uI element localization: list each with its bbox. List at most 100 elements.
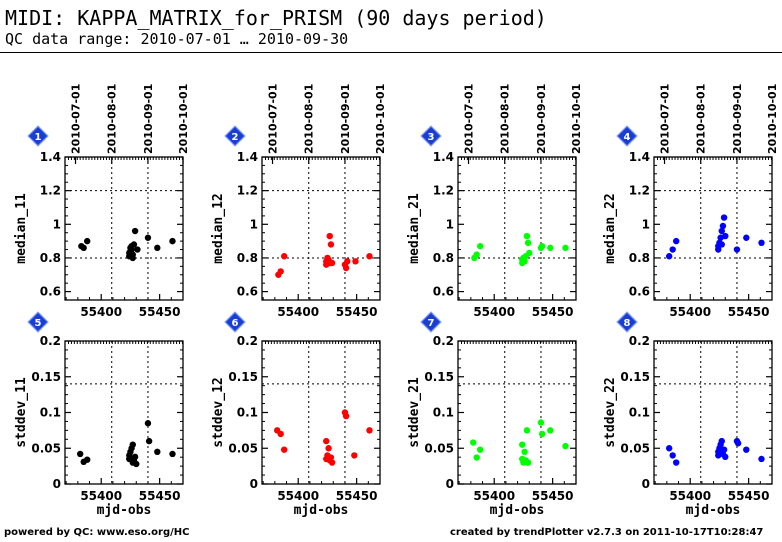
y-tick-label: 0 xyxy=(642,477,650,491)
top-date-label: 2010-10-01 xyxy=(766,84,779,154)
top-date-label: 2010-10-01 xyxy=(177,84,190,154)
panel-number-badge xyxy=(27,311,49,333)
data-point xyxy=(131,453,139,461)
data-point xyxy=(325,445,332,452)
y-tick-label: 0.6 xyxy=(629,285,650,299)
y-tick-label: 1.2 xyxy=(40,184,61,198)
y-axis-label: stddev_21 xyxy=(407,377,422,448)
y-axis-label: median_12 xyxy=(211,193,226,263)
panel-number-label: 1 xyxy=(35,132,42,143)
data-point xyxy=(547,244,554,252)
x-tick-label: 55450 xyxy=(728,489,770,503)
data-point xyxy=(720,214,728,221)
panel-number-badge xyxy=(27,125,49,147)
x-tick-label: 55400 xyxy=(80,489,122,503)
plot-frame xyxy=(261,156,381,301)
y-tick-label: 0.6 xyxy=(433,285,454,299)
x-tick-label: 55400 xyxy=(80,305,122,319)
top-date-label: 2010-09-01 xyxy=(731,84,744,154)
footer-credit: powered by QC: www.eso.org/HC xyxy=(4,527,190,538)
chart-panel-3: 0.6 0.8 1 1.2 1.4 55400 55450 2010-07-01 2010-08… xyxy=(407,84,583,319)
data-point xyxy=(521,258,528,265)
data-point xyxy=(133,460,140,468)
y-tick-label: 1.4 xyxy=(433,150,454,164)
y-tick-label: 1 xyxy=(446,217,454,231)
data-point xyxy=(76,450,84,458)
data-point xyxy=(669,246,676,253)
data-point xyxy=(743,234,750,241)
data-point xyxy=(328,459,336,466)
data-point xyxy=(743,446,750,453)
x-tick-label: 55450 xyxy=(139,489,181,503)
y-tick-label: 0.8 xyxy=(237,251,258,265)
y-tick-label: 0.15 xyxy=(620,370,650,384)
top-date-label: 2010-08-01 xyxy=(695,84,708,154)
data-point xyxy=(722,453,729,461)
panel-number-label: 7 xyxy=(428,318,435,329)
x-tick-label: 55450 xyxy=(532,305,574,319)
y-tick-label: 0.1 xyxy=(40,406,61,420)
y-tick-label: 0.05 xyxy=(620,441,650,455)
panel-number-label: 8 xyxy=(624,318,631,329)
data-point xyxy=(718,241,725,248)
x-tick-label: 55400 xyxy=(277,489,319,503)
data-point xyxy=(523,232,531,240)
panel-number-badge xyxy=(224,125,246,147)
panel-number-badge xyxy=(420,311,442,333)
data-point xyxy=(144,234,152,241)
data-point xyxy=(562,244,569,252)
chart-panel-7: 0 0.05 0.1 0.15 0.2 55400 55450 stddev_21 mjd-ob… xyxy=(407,311,577,518)
x-tick-label: 55450 xyxy=(336,489,378,503)
data-point xyxy=(718,227,725,235)
top-date-label: 2010-09-01 xyxy=(142,84,155,154)
plot-frame xyxy=(653,340,773,485)
header-divider xyxy=(0,52,782,53)
data-point xyxy=(366,427,373,434)
data-point xyxy=(128,246,135,253)
page-subtitle: QC data range: 2010-07-01 … 2010-09-30 xyxy=(5,30,349,48)
y-axis-label: stddev_22 xyxy=(603,377,618,447)
chart-panel-6: 0 0.05 0.1 0.15 0.2 55400 55450 stddev_12 mjd-ob… xyxy=(211,311,381,518)
chart-panel-5: 0 0.05 0.1 0.15 0.2 55400 55450 stddev_11 mjd-ob… xyxy=(14,311,184,518)
plot-frame xyxy=(261,340,381,485)
y-tick-label: 1.2 xyxy=(237,184,258,198)
y-tick-label: 1 xyxy=(250,217,258,231)
data-point xyxy=(352,258,359,265)
panel-number-badge xyxy=(224,311,246,333)
data-point xyxy=(524,459,532,466)
y-axis-label: median_22 xyxy=(603,193,618,263)
x-tick-label: 55400 xyxy=(669,489,711,503)
data-point xyxy=(80,244,87,252)
data-point xyxy=(562,442,569,450)
data-point xyxy=(733,246,741,253)
data-point xyxy=(547,427,554,434)
x-tick-label: 55450 xyxy=(728,305,770,319)
top-date-label: 2010-08-01 xyxy=(303,84,316,154)
data-point xyxy=(538,242,546,250)
data-point xyxy=(351,452,358,459)
y-tick-label: 1.4 xyxy=(40,150,61,164)
data-point xyxy=(328,259,336,267)
panel-number-badge xyxy=(420,125,442,147)
data-point xyxy=(672,459,680,466)
x-tick-label: 55450 xyxy=(336,305,378,319)
y-tick-label: 0 xyxy=(250,477,258,491)
data-point xyxy=(718,437,725,445)
x-tick-label: 55450 xyxy=(532,489,574,503)
y-axis-label: median_21 xyxy=(407,193,422,264)
top-date-label: 2010-10-01 xyxy=(374,84,387,154)
y-tick-label: 0.1 xyxy=(237,406,258,420)
data-point xyxy=(523,427,531,434)
data-point xyxy=(734,440,742,447)
panel-number-badge xyxy=(616,311,638,333)
data-point xyxy=(145,437,153,445)
data-point xyxy=(524,239,532,246)
data-point xyxy=(469,439,477,446)
y-tick-label: 0.15 xyxy=(31,370,61,384)
data-point xyxy=(277,268,284,275)
y-tick-label: 1 xyxy=(53,217,61,231)
y-tick-label: 0 xyxy=(53,477,61,491)
panel-number-label: 6 xyxy=(232,318,239,329)
x-tick-label: 55400 xyxy=(277,305,319,319)
